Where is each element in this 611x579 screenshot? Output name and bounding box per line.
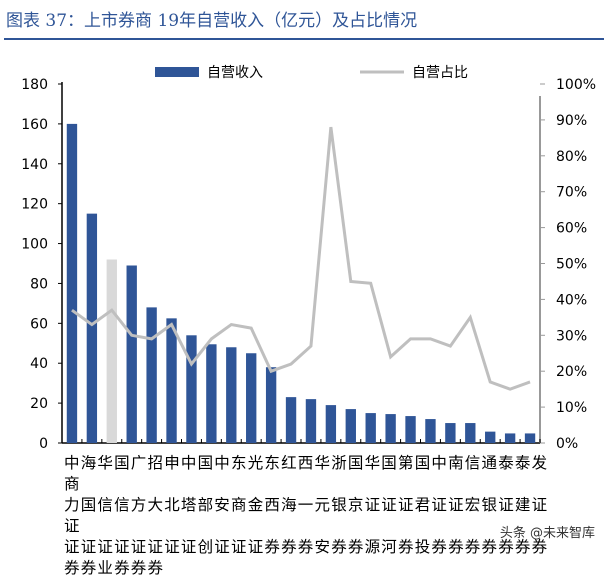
right-tick-label: 80%	[556, 149, 587, 165]
right-tick-label: 50%	[556, 257, 587, 273]
x-label-line: 券券业券券券	[64, 558, 554, 579]
right-tick-label: 70%	[556, 185, 587, 201]
right-tick-label: 90%	[556, 113, 587, 129]
bar	[405, 416, 415, 443]
left-tick-label: 140	[21, 157, 48, 173]
legend-bar-swatch	[155, 67, 199, 77]
legend-line-label: 自营占比	[412, 65, 468, 81]
legend-bar-label: 自营收入	[207, 65, 263, 81]
bar	[186, 335, 196, 443]
bar	[146, 307, 156, 443]
right-tick-label: 40%	[556, 292, 587, 308]
left-tick-label: 20	[30, 396, 48, 412]
x-label-line: 中海华国广招申中国中东光东红西华浙国华国第国中南信通泰泰发商	[64, 453, 554, 495]
right-tick-label: 100%	[556, 77, 596, 93]
left-tick-label: 0	[39, 436, 48, 452]
right-tick-label: 0%	[556, 436, 578, 452]
bar	[326, 405, 336, 443]
bar	[206, 344, 216, 443]
left-tick-label: 100	[21, 237, 48, 253]
left-tick-label: 120	[21, 197, 48, 213]
bar	[445, 423, 455, 443]
right-tick-label: 20%	[556, 364, 587, 380]
bar	[286, 397, 296, 443]
bar	[226, 347, 236, 443]
bar	[525, 433, 535, 443]
bar	[425, 419, 435, 443]
watermark: 头条 @未来智库	[500, 522, 595, 541]
bar	[87, 214, 97, 443]
bar	[246, 353, 256, 443]
left-tick-label: 160	[21, 117, 48, 133]
left-tick-label: 60	[30, 316, 48, 332]
bar	[346, 409, 356, 443]
bar	[465, 423, 475, 443]
bar	[385, 414, 395, 443]
left-tick-label: 180	[21, 77, 48, 93]
bar	[127, 265, 137, 443]
left-tick-label: 80	[30, 276, 48, 292]
bar	[166, 318, 176, 443]
left-tick-label: 40	[30, 356, 48, 372]
right-tick-label: 60%	[556, 221, 587, 237]
bar	[306, 399, 316, 443]
x-axis-labels: 中海华国广招申中国中东光东红西华浙国华国第国中南信通泰泰发商 力国信信方大北塔部…	[64, 453, 554, 579]
right-tick-label: 30%	[556, 328, 587, 344]
bar	[505, 433, 515, 443]
bar	[266, 367, 276, 443]
bar	[485, 432, 495, 443]
x-label-line: 证证证证证证证证创证证证券券券安券券源河券投券券券券券券券	[64, 537, 554, 558]
bar	[366, 413, 376, 443]
bar	[107, 260, 117, 443]
ratio-line	[72, 127, 530, 389]
x-label-line: 力国信信方大北塔部安商金西海一元银京证证证君证证宏银证建证证	[64, 495, 554, 537]
right-tick-label: 10%	[556, 400, 587, 416]
bar	[67, 124, 77, 443]
